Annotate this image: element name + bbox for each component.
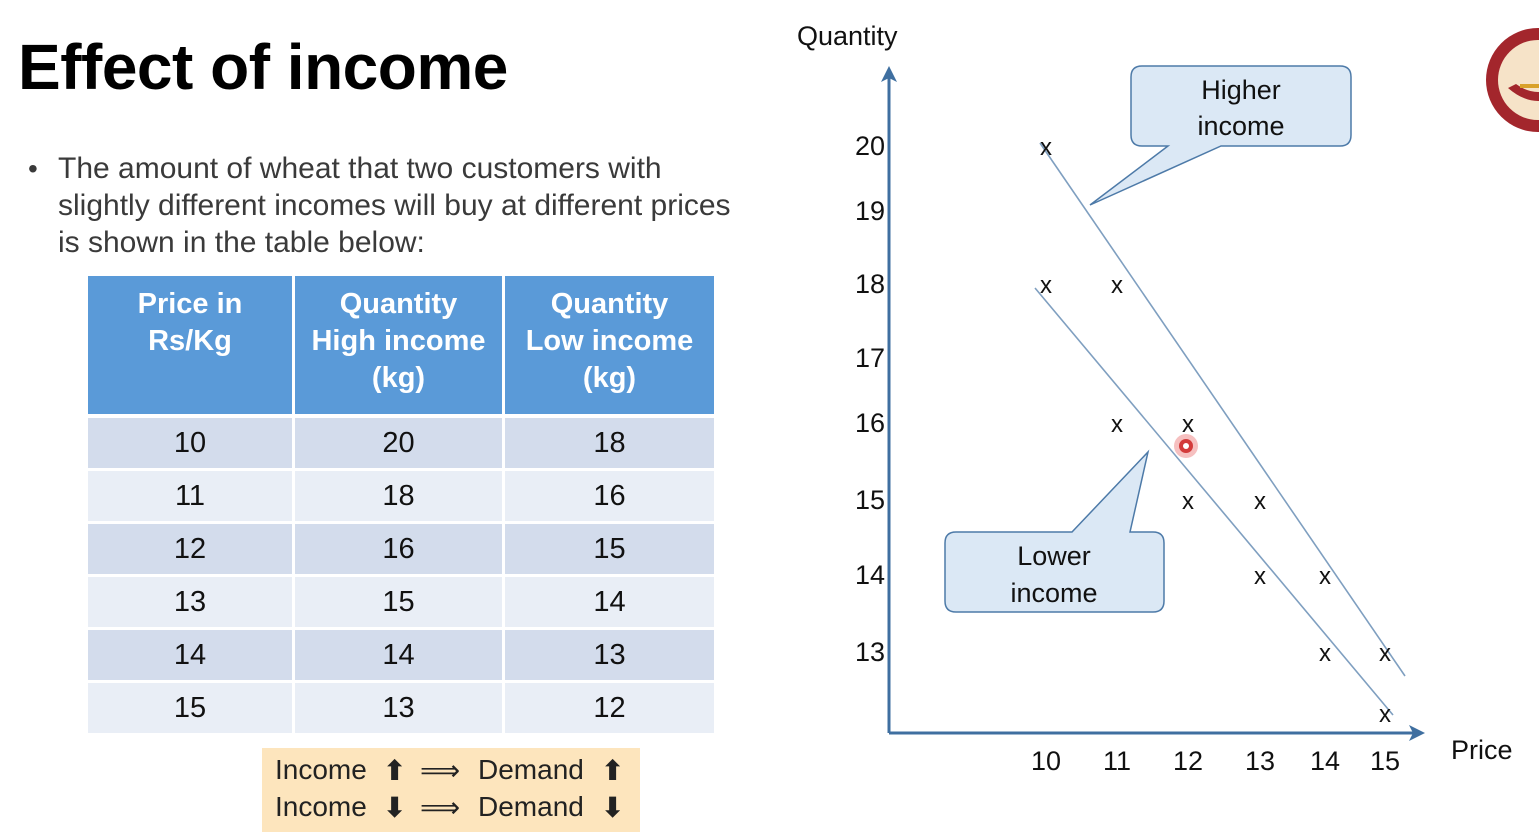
up-arrow-icon: ⬆ [601, 755, 625, 786]
cell-high-income: 20 [295, 418, 505, 471]
lower-income-point: x [1254, 563, 1266, 590]
table-row: 12 16 15 [88, 524, 714, 577]
bullet-dot-icon: • [28, 153, 38, 184]
higher-income-callout [1089, 65, 1352, 206]
cell-price: 12 [88, 524, 295, 577]
cell-low-income: 12 [505, 683, 714, 736]
y-tick-label: 18 [855, 269, 885, 299]
cell-high-income: 13 [295, 683, 505, 736]
y-axis-arrow-icon [881, 66, 897, 82]
cell-low-income: 13 [505, 630, 714, 683]
y-tick-label: 19 [855, 196, 885, 226]
table-row: 13 15 14 [88, 577, 714, 630]
x-tick-label: 11 [1103, 746, 1131, 776]
implies-arrow-icon: ⟹ [420, 755, 461, 786]
lower-income-point: x [1319, 640, 1331, 667]
x-tick-label: 12 [1173, 746, 1203, 776]
down-arrow-icon: ⬇ [601, 792, 625, 823]
y-axis-title: Quantity [797, 21, 898, 51]
cell-price: 10 [88, 418, 295, 471]
lower-income-callout [944, 449, 1165, 613]
income-demand-summary: Income ⬆ ⟹ Demand ⬆ Income ⬇ ⟹ Demand ⬇ [262, 748, 640, 832]
header-low-line-2: Low income [525, 325, 694, 357]
higher-income-point: x [1319, 563, 1331, 590]
demand-chart: Quantity Price 10 11 12 13 14 15 13 14 15 16 17 18 19 2… [797, 21, 1513, 776]
cell-low-income: 15 [505, 524, 714, 577]
cell-price: 11 [88, 471, 295, 524]
cell-low-income: 16 [505, 471, 714, 524]
cell-high-income: 15 [295, 577, 505, 630]
summary-demand-label: Demand [478, 754, 584, 785]
higher-income-point: x [1254, 488, 1266, 515]
higher-income-point: x [1040, 134, 1052, 161]
y-tick-label: 15 [855, 485, 885, 515]
bullet-text: The amount of wheat that two customers w… [58, 152, 731, 259]
institute-seal-logo [1486, 28, 1539, 132]
summary-income-label: Income [275, 791, 367, 822]
table-row: 14 14 13 [88, 630, 714, 683]
cell-price: 14 [88, 630, 295, 683]
lamp-icon [1508, 84, 1539, 101]
lower-income-callout-text: Lower [1017, 541, 1091, 571]
cell-high-income: 16 [295, 524, 505, 577]
x-tick-label: 14 [1310, 746, 1340, 776]
summary-line-decrease: Income ⬇ ⟹ Demand ⬇ [275, 791, 635, 827]
x-tick-label: 13 [1245, 746, 1275, 776]
header-low-line-3: (kg) [582, 362, 637, 394]
header-high-line-2: High income [311, 325, 486, 357]
higher-income-demand-line [1039, 142, 1406, 677]
y-tick-label: 20 [855, 131, 885, 161]
header-high-line-3: (kg) [371, 362, 426, 394]
header-price-line-2: Rs/Kg [148, 325, 232, 357]
higher-income-point: x [1111, 272, 1123, 299]
higher-income-callout-text: income [1197, 111, 1284, 141]
implies-arrow-icon: ⟹ [420, 792, 461, 823]
lower-income-callout-text: income [1010, 578, 1097, 608]
demand-table: Price in Rs/Kg Quantity High income (kg)… [88, 276, 714, 736]
up-arrow-icon: ⬆ [383, 755, 407, 786]
x-tick-label: 10 [1031, 746, 1061, 776]
cell-low-income: 18 [505, 418, 714, 471]
y-tick-label: 13 [855, 637, 885, 667]
cell-high-income: 14 [295, 630, 505, 683]
x-tick-label: 15 [1370, 746, 1400, 776]
down-arrow-icon: ⬇ [383, 792, 407, 823]
cell-high-income: 18 [295, 471, 505, 524]
cell-low-income: 14 [505, 577, 714, 630]
header-low-income: Quantity Low income (kg) [505, 276, 714, 418]
lower-income-point: x [1040, 272, 1052, 299]
cell-price: 15 [88, 683, 295, 736]
higher-income-callout-text: Higher [1201, 75, 1281, 105]
x-axis-arrow-icon [1409, 725, 1425, 741]
y-tick-label: 14 [855, 560, 885, 590]
x-axis-title: Price [1451, 735, 1513, 765]
table-row: 10 20 18 [88, 418, 714, 471]
header-high-line-1: Quantity [339, 288, 458, 320]
lower-income-demand-line [1034, 287, 1394, 716]
lamp-base-icon [1520, 84, 1539, 88]
header-price-line-1: Price in [137, 288, 243, 320]
table-row: 15 13 12 [88, 683, 714, 736]
header-high-income: Quantity High income (kg) [295, 276, 505, 418]
lower-income-point: x [1379, 701, 1391, 728]
pointer-cursor-center [1183, 443, 1189, 449]
y-tick-label: 16 [855, 408, 885, 438]
summary-income-label: Income [275, 754, 367, 785]
y-tick-label: 17 [855, 343, 885, 373]
table-row: 11 18 16 [88, 471, 714, 524]
slide-title: Effect of income [18, 31, 508, 103]
cell-price: 13 [88, 577, 295, 630]
higher-income-point: x [1182, 411, 1194, 438]
lower-income-point: x [1182, 488, 1194, 515]
summary-line-increase: Income ⬆ ⟹ Demand ⬆ [275, 754, 635, 790]
header-low-line-1: Quantity [550, 288, 669, 320]
higher-income-point: x [1379, 640, 1391, 667]
seal-inner-disc [1498, 40, 1539, 120]
header-price: Price in Rs/Kg [88, 276, 295, 418]
summary-demand-label: Demand [478, 791, 584, 822]
lower-income-point: x [1111, 411, 1123, 438]
